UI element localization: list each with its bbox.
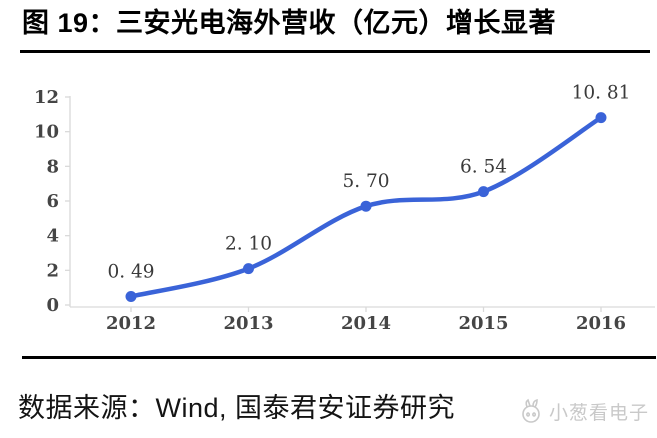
x-tick-label: 2016	[576, 313, 626, 334]
data-label: 10. 81	[572, 83, 631, 104]
data-point	[125, 291, 137, 302]
x-tick-label: 2014	[341, 313, 391, 334]
figure-title: 图 19：三安光电海外营收（亿元）增长显著	[22, 8, 557, 38]
y-tick-label: 0	[46, 295, 59, 316]
y-tick-label: 12	[34, 87, 59, 108]
watermark: 小葱看电子	[516, 396, 649, 426]
data-label: 2. 10	[225, 234, 272, 255]
data-point	[243, 263, 254, 275]
data-label: 6. 54	[460, 157, 507, 178]
onion-mascot-icon	[522, 398, 540, 423]
data-label: 5. 70	[342, 171, 389, 192]
data-source-text: 数据来源：Wind, 国泰君安证券研究	[18, 393, 456, 423]
data-point	[360, 200, 372, 212]
y-tick-label: 4	[46, 226, 59, 247]
data-label: 0. 49	[107, 262, 154, 283]
x-tick-label: 2015	[458, 313, 508, 334]
y-tick-label: 6	[46, 191, 59, 212]
watermark-text: 小葱看电子	[548, 402, 649, 424]
x-tick-label: 2013	[223, 313, 273, 334]
title-underline	[20, 50, 650, 53]
data-point	[478, 186, 489, 198]
line-chart: 0 2 4 6 8 10 12 2012 2013 2014 2015 2016 0. 49 2. 10 5…	[0, 55, 657, 347]
y-tick-label: 8	[46, 156, 59, 177]
y-tick-label: 10	[34, 122, 59, 143]
data-point	[595, 112, 607, 124]
footer-divider	[22, 356, 656, 359]
y-tick-label: 2	[46, 260, 59, 281]
line-chart-canvas: 0 2 4 6 8 10 12 2012 2013 2014 2015 2016 0. 49 2. 10 5…	[34, 83, 655, 334]
x-tick-label: 2012	[106, 313, 156, 334]
